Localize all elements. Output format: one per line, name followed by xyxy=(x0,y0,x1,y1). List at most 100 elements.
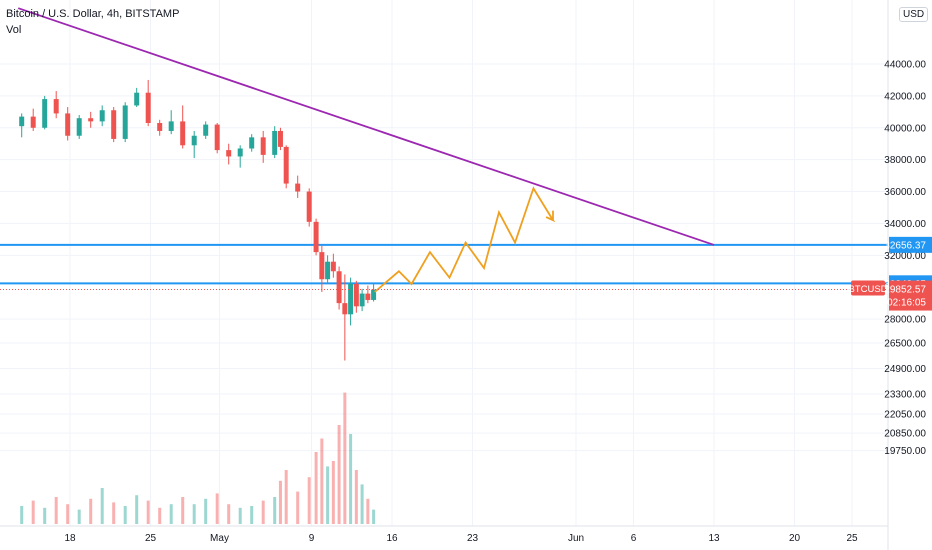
y-axis-tick-label: 32000.00 xyxy=(884,251,926,262)
volume-bar xyxy=(337,425,341,524)
volume-bar xyxy=(278,480,282,524)
candle-body xyxy=(306,191,312,222)
x-axis-tick-label: 6 xyxy=(631,533,637,544)
y-axis-tick-label: 20850.00 xyxy=(884,429,926,440)
volume-bar xyxy=(181,497,185,524)
volume-bar xyxy=(112,502,116,524)
y-axis-tick-label: 22050.00 xyxy=(884,409,926,420)
candle-body xyxy=(122,105,128,139)
candle-body xyxy=(272,130,278,155)
candle-body xyxy=(325,261,331,280)
y-axis-tick-label: 40000.00 xyxy=(884,123,926,134)
projection-path xyxy=(374,186,556,293)
x-axis-tick-label: 23 xyxy=(467,533,479,544)
volume-bar xyxy=(66,504,70,524)
candle-body xyxy=(237,148,243,157)
volume-bar xyxy=(43,507,47,524)
candle-body xyxy=(65,113,71,136)
volume-bar xyxy=(100,488,104,524)
candle-body xyxy=(365,293,371,300)
candle-body xyxy=(330,261,336,272)
descending-trendline xyxy=(17,7,715,246)
volume-bar xyxy=(296,491,300,524)
volume-bar xyxy=(366,498,370,524)
candle-body xyxy=(283,146,289,184)
candle-body xyxy=(168,121,174,131)
candle-body xyxy=(214,124,220,151)
candle-body xyxy=(353,284,359,307)
volume-bar xyxy=(146,500,150,524)
candle-body xyxy=(336,271,342,304)
volume-bar xyxy=(354,470,358,524)
candle-body xyxy=(319,252,325,280)
candle-body xyxy=(99,110,105,122)
candle-body xyxy=(30,116,36,128)
candle-body xyxy=(371,289,377,300)
candle-body xyxy=(111,110,117,139)
candle-body xyxy=(359,293,365,307)
y-axis-tick-label: 42000.00 xyxy=(884,91,926,102)
volume-bar xyxy=(343,392,347,524)
candle-body xyxy=(76,118,82,136)
currency-button[interactable]: USD xyxy=(899,7,929,22)
volume-bar xyxy=(238,507,242,524)
bar-countdown: 02:16:05 xyxy=(887,298,926,309)
price-label-bg xyxy=(889,236,932,253)
volume-bar xyxy=(31,500,35,524)
volume-bar xyxy=(320,438,324,524)
last-price-label: 29852.57 xyxy=(884,285,926,296)
volume-bar xyxy=(284,470,288,524)
volume-bar xyxy=(360,484,364,524)
y-axis-tick-label: 38000.00 xyxy=(884,155,926,166)
candle-body xyxy=(19,116,25,127)
x-axis-tick-label: 18 xyxy=(64,533,76,544)
candle-body xyxy=(180,121,186,146)
y-axis-tick-label: 28000.00 xyxy=(884,315,926,326)
candle-body xyxy=(145,92,151,123)
symbol-tag-bg xyxy=(851,280,885,296)
y-axis-tick-label: 44000.00 xyxy=(884,60,926,71)
volume-bar xyxy=(215,493,219,524)
candle-body xyxy=(249,137,255,149)
candle-body xyxy=(295,183,301,192)
volume-bar xyxy=(314,452,318,524)
y-axis-tick-label: 34000.00 xyxy=(884,219,926,230)
candle-body xyxy=(260,137,266,155)
last-price-label-bg xyxy=(889,280,932,311)
candle-body xyxy=(203,124,209,136)
y-axis-tick-label: 36000.00 xyxy=(884,187,926,198)
x-axis-tick-label: 20 xyxy=(789,533,801,544)
volume-bar xyxy=(326,466,330,524)
x-axis-tick-label: May xyxy=(210,533,229,544)
volume-bar xyxy=(307,477,311,524)
volume-bar xyxy=(273,497,277,524)
symbol-tag: BTCUSD xyxy=(848,284,887,295)
volume-bar xyxy=(227,504,231,524)
volume-bar xyxy=(77,509,81,524)
volume-bar xyxy=(89,498,93,524)
volume-indicator-label[interactable]: Vol xyxy=(6,24,22,36)
volume-bar xyxy=(331,461,335,524)
volume-bar xyxy=(135,495,139,524)
volume-bar xyxy=(261,500,265,524)
candle-body xyxy=(88,118,94,122)
y-axis-tick-label: 23300.00 xyxy=(884,390,926,401)
volume-bar xyxy=(54,497,58,524)
candle-body xyxy=(277,130,283,147)
y-axis-tick-label: 26500.00 xyxy=(884,339,926,350)
y-axis-tick-label: 19750.00 xyxy=(884,446,926,457)
y-axis-tick-label: 24900.00 xyxy=(884,364,926,375)
chart-title: Bitcoin / U.S. Dollar, 4h, BITSTAMP xyxy=(6,8,180,20)
volume-bar xyxy=(20,506,24,524)
volume-bar xyxy=(349,434,353,524)
x-axis-tick-label: 16 xyxy=(386,533,398,544)
price-label-upper-level: 32656.37 xyxy=(884,240,926,251)
volume-bar xyxy=(192,504,196,524)
volume-bar xyxy=(372,509,376,524)
volume-bar xyxy=(158,507,162,524)
candle-body xyxy=(134,92,140,106)
candle-body xyxy=(226,150,232,157)
x-axis-tick-label: 25 xyxy=(846,533,858,544)
